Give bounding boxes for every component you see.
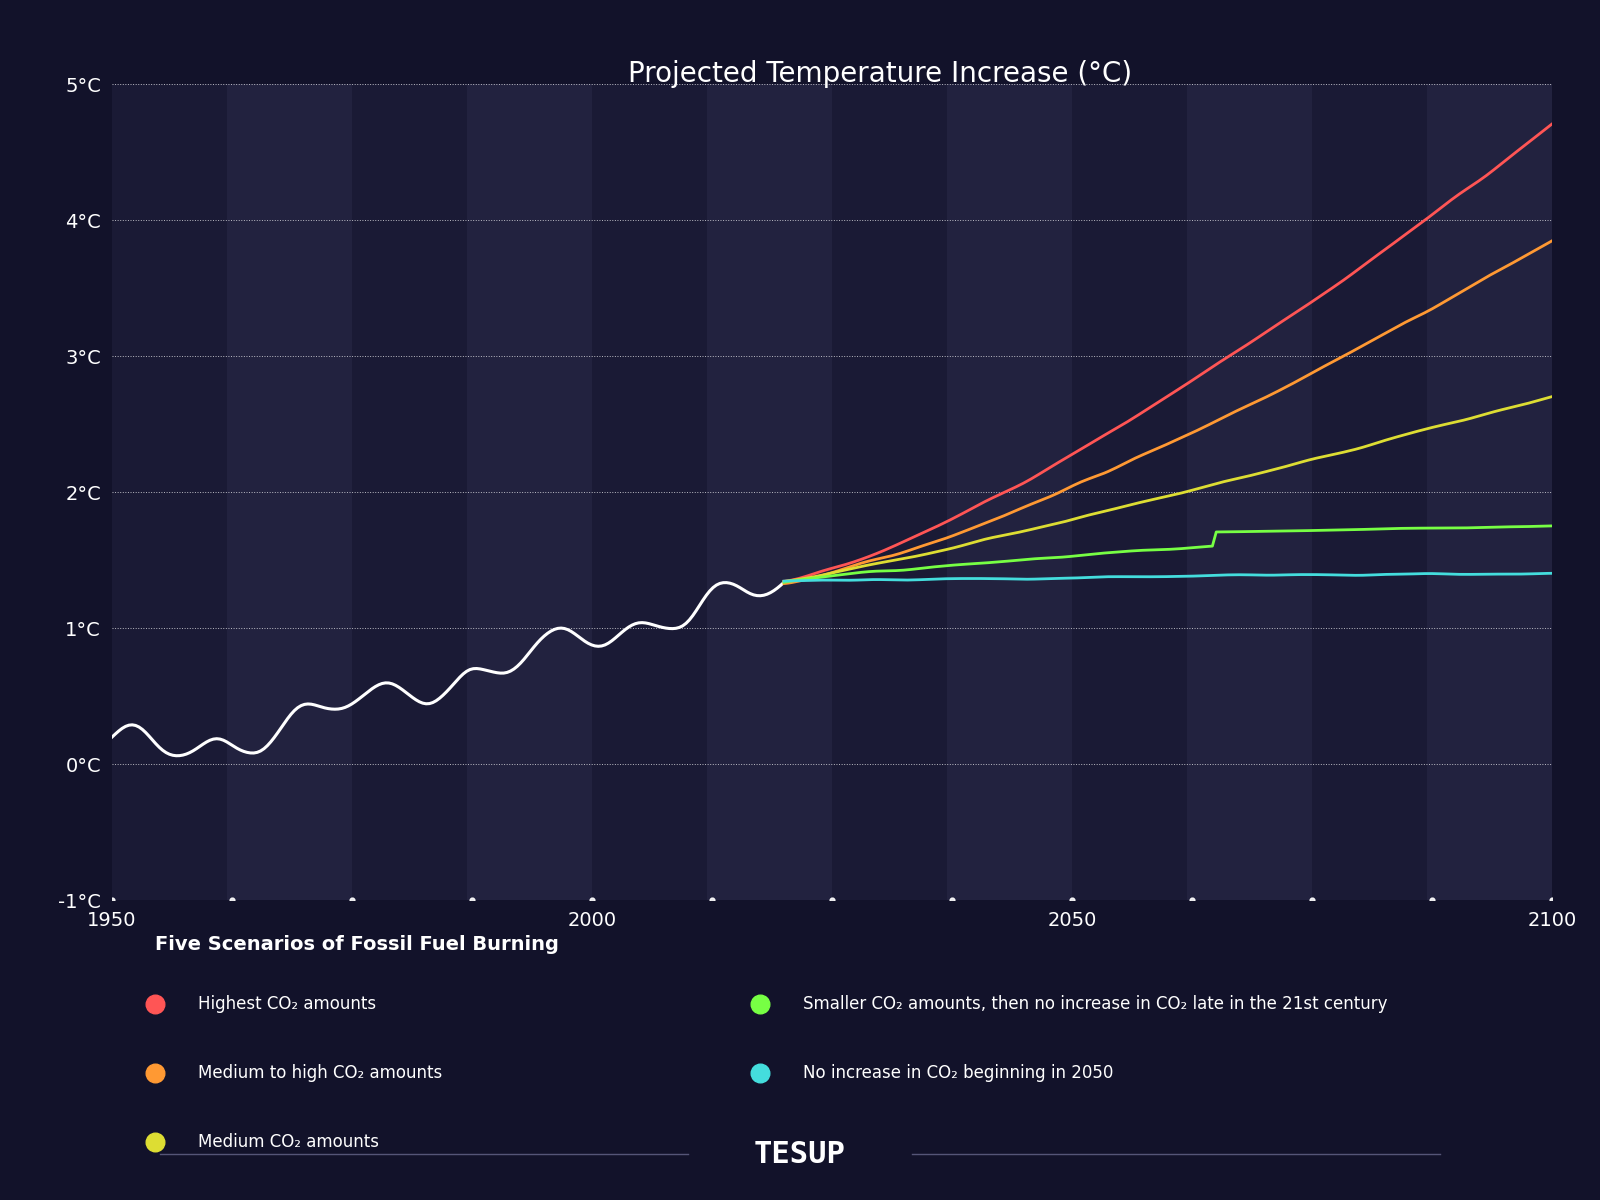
Text: Five Scenarios of Fossil Fuel Burning: Five Scenarios of Fossil Fuel Burning [155,935,558,954]
Bar [832,84,947,900]
Text: No increase in CO₂ beginning in 2050: No increase in CO₂ beginning in 2050 [803,1064,1114,1082]
Point [1419,890,1445,910]
Text: Medium to high CO₂ amounts: Medium to high CO₂ amounts [198,1064,443,1082]
Text: Highest CO₂ amounts: Highest CO₂ amounts [198,995,376,1013]
Bar [227,84,352,900]
Bar [352,84,467,900]
Text: Smaller CO₂ amounts, then no increase in CO₂ late in the 21st century: Smaller CO₂ amounts, then no increase in… [803,995,1387,1013]
Text: Projected Temperature Increase (°C): Projected Temperature Increase (°C) [627,60,1133,88]
Bar [707,84,832,900]
Point [1299,890,1325,910]
Point [1179,890,1205,910]
Text: Medium CO₂ amounts: Medium CO₂ amounts [198,1133,379,1152]
Text: TESUP: TESUP [754,1140,846,1169]
Bar [1427,84,1552,900]
Point [459,890,485,910]
Point [939,890,965,910]
Bar [1187,84,1312,900]
Bar [467,84,592,900]
Point [99,890,125,910]
Point [339,890,365,910]
Point [1059,890,1085,910]
Bar [1312,84,1427,900]
Point [699,890,725,910]
Point [1539,890,1565,910]
Point [219,890,245,910]
Point [579,890,605,910]
Bar [947,84,1072,900]
Bar [1072,84,1187,900]
Bar [112,84,227,900]
Point [1211,523,1237,542]
Bar [592,84,707,900]
Point [819,890,845,910]
